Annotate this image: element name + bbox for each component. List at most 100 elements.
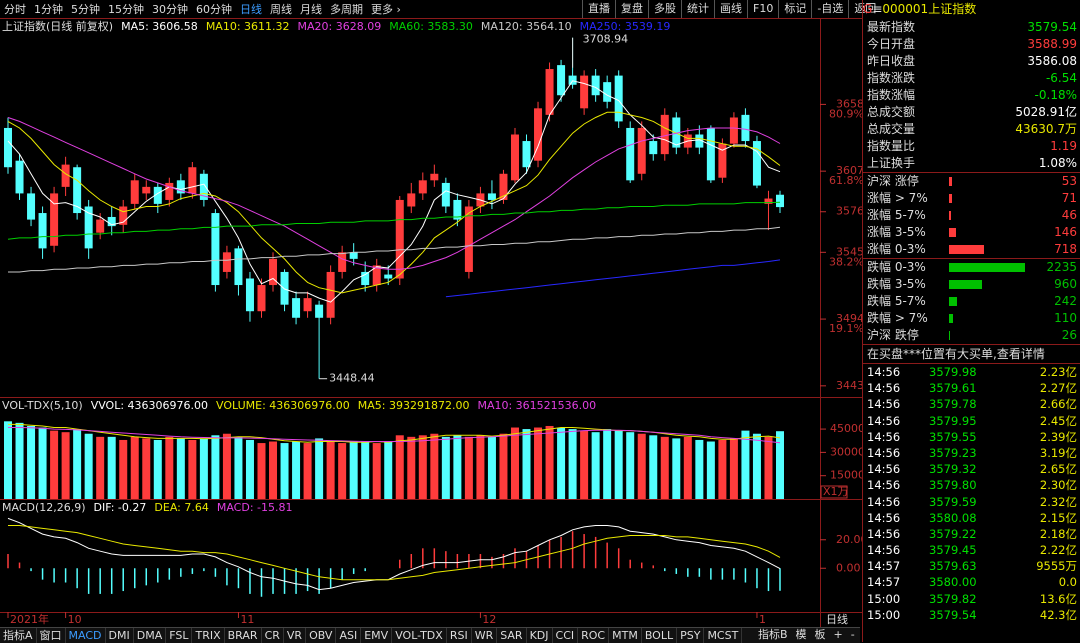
indicator-tab[interactable]: DMA [134,628,167,643]
trade-cell: 3579.82 [929,591,977,606]
tab-control[interactable]: - [850,628,855,641]
indicator-tab[interactable]: TRIX [192,628,225,643]
indicator-tab[interactable]: MTM [609,628,642,643]
period-button[interactable]: 60分钟 [196,3,232,16]
candle-body [61,164,70,187]
indicator-tab[interactable]: ASI [336,628,362,643]
volume-bar [234,436,243,499]
tool-button[interactable]: -自选 [811,0,848,18]
indicator-tab[interactable]: BRAR [225,628,262,643]
tool-button[interactable]: 多股 [648,0,681,18]
candle-body [153,186,162,204]
tab-control[interactable]: 模 [795,628,807,641]
volume-bar [96,436,105,499]
menu-icon[interactable]: ≡ [872,2,883,16]
period-button[interactable]: 30分钟 [152,3,188,16]
notice[interactable]: 在买盘***位置有大买单,查看详情 [863,344,1080,363]
candle-body [591,75,600,96]
indicator-tab[interactable]: VOL-TDX [392,628,447,643]
period-button[interactable]: 1分钟 [34,3,63,16]
candle-body [280,271,289,305]
tab-control[interactable]: 指标B [758,628,788,641]
indicator-tab[interactable]: ROC [578,628,610,643]
tool-button[interactable]: 统计 [681,0,714,18]
volume-bar [269,441,278,499]
indicator-tab[interactable]: MCST [704,628,743,643]
volume-bar [580,430,589,499]
indicator-tab[interactable]: 指标A [0,628,37,643]
volume-bar [222,433,231,499]
trade-row: 14:56 3579.22 2.18亿 [863,526,1080,542]
stat-label: 总成交量 [867,122,916,136]
breadth-value: 110 [1054,311,1077,325]
trade-cell: 3579.63 [929,559,977,574]
candle-body [395,199,404,279]
volume-bar [499,433,508,499]
indicator-tab[interactable]: FSL [166,628,193,643]
indicator-tab[interactable]: MACD [66,628,106,643]
period-button[interactable]: 多周期 [330,3,363,16]
tool-button[interactable]: 直播 [582,0,615,18]
indicator-tab[interactable]: CCI [553,628,579,643]
candle-body [418,180,427,194]
volume-bar [176,438,185,499]
trade-cell: 14:56 [867,462,901,477]
ratio-label: 19.1% [829,322,862,335]
period-button[interactable]: 周线 [270,3,292,16]
breadth-group: 沪深 涨停 53 涨幅 > 7% 71 涨幅 5-7% 46 涨幅 3-5% 146 涨幅 0-… [863,172,1080,258]
period-button[interactable]: 更多 › [371,3,401,16]
indicator-tab[interactable]: PSY [677,628,705,643]
period-button[interactable]: 5分钟 [71,3,100,16]
trade-cell: 2.23亿 [1039,365,1077,379]
breadth-row: 跌幅 3-5% 960 [863,276,1080,293]
period-button[interactable]: 日线 [240,3,262,16]
indicator-tab[interactable]: RSI [447,628,472,643]
stat-value: 5028.91亿 [1015,105,1077,119]
trade-cell: 2.27亿 [1039,381,1077,396]
indicator-tab[interactable]: DMI [106,628,134,643]
period-button[interactable]: 15分钟 [108,3,144,16]
indicator-tab[interactable]: VR [284,628,307,643]
period-button[interactable]: 分时 [4,3,26,16]
candle-body [349,252,358,259]
stat-value: 3579.54 [1027,20,1077,34]
breadth-bar [949,297,958,306]
trade-cell: 14:56 [867,494,901,509]
tool-button[interactable]: 复盘 [615,0,648,18]
candle-body [441,182,450,207]
tool-button[interactable]: 画线 [714,0,747,18]
candle-body [73,167,82,214]
indicator-tab[interactable]: KDJ [527,628,553,643]
volume-bar [695,439,704,499]
indicator-tab[interactable]: SAR [497,628,527,643]
indicator-tab[interactable]: 窗口 [37,628,66,643]
indicator-tab[interactable]: OBV [306,628,337,643]
breadth-row: 涨幅 3-5% 146 [863,224,1080,241]
indicator-tab[interactable]: EMV [361,628,393,643]
indicator-tab[interactable]: CR [262,628,284,643]
trade-cell: 15:00 [867,591,901,606]
candle-body [580,75,589,109]
quote-panel: G≡000001上证指数 最新指数 3579.54 今日开盘 3588.99 昨日收盘 35… [862,0,1080,642]
breadth-label: 涨幅 > 7% [867,191,928,205]
candle-body [764,198,773,204]
tab-control[interactable]: 板 [814,628,826,641]
indicator-tab[interactable]: WR [472,628,498,643]
trade-cell: 3579.78 [929,397,977,412]
candle-body [130,180,139,204]
tool-button[interactable]: F10 [747,0,778,18]
period-button[interactable]: 月线 [300,3,322,16]
breadth-bar [949,228,957,237]
volume-bar [534,427,543,499]
toolbar-buttons: 直播 复盘 多股 统计 画线 F10 标记 -自选 返回 [582,0,881,18]
tool-button[interactable]: 返回 [848,0,881,18]
candle-body [672,117,681,148]
breadth-value: 53 [1061,174,1077,188]
tab-control[interactable]: + [833,628,843,641]
candle-body [776,194,784,208]
tool-button[interactable]: 标记 [778,0,811,18]
y-tick-label: 45000 [830,422,862,435]
indicator-tab[interactable]: BOLL [642,628,678,643]
volume-bar [418,435,427,499]
volume-bar [557,427,566,499]
